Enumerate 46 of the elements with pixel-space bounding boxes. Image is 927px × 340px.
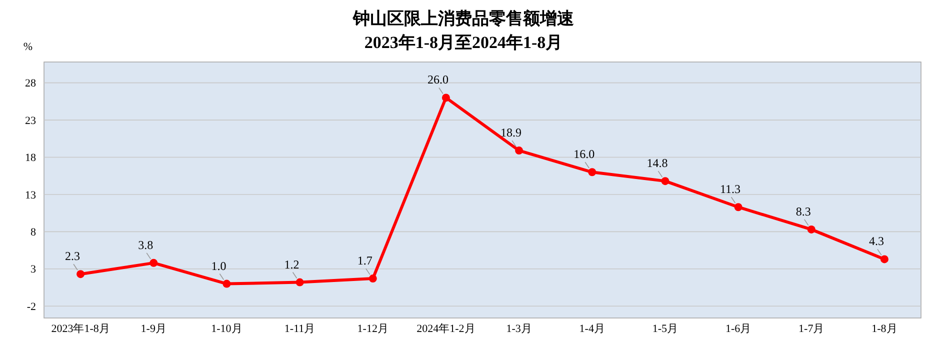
point [807, 225, 816, 234]
x-tick-label: 1-3月 [506, 322, 532, 335]
point [442, 94, 450, 102]
point [515, 146, 524, 155]
point [76, 270, 85, 278]
x-tick-label: 1-4月 [579, 322, 605, 335]
x-tick-label: 1-11月 [284, 322, 316, 335]
y-tick-label: 3 [30, 264, 36, 276]
data-label: 1.7 [357, 254, 372, 268]
data-label: 26.0 [427, 72, 448, 87]
data-label: 18.9 [500, 126, 522, 140]
y-tick-label: 13 [25, 189, 36, 202]
data-label: 1.0 [211, 258, 226, 273]
x-tick-label: 1-5月 [652, 322, 678, 335]
data-label: 16.0 [574, 147, 595, 162]
x-tick-label: 1-12月 [357, 322, 388, 335]
data-label: 3.8 [138, 238, 154, 252]
x-tick-label: 2024年1-2月 [416, 322, 476, 335]
x-tick-label: 1-9月 [140, 322, 166, 335]
x-tick-label: 1-6月 [725, 322, 752, 335]
point [150, 258, 158, 267]
y-axis-title: % [23, 41, 33, 53]
chart-title: 钟山区限上消费品零售额增速 [352, 9, 574, 28]
point [368, 274, 377, 283]
point [880, 255, 888, 264]
data-label: 11.3 [720, 182, 741, 196]
x-tick-label: 2023年1-8月 [51, 322, 110, 335]
data-label: 8.3 [796, 204, 811, 218]
data-label: 1.2 [284, 257, 300, 272]
point [588, 168, 596, 176]
x-tick-label: 1-8月 [872, 322, 898, 335]
chart-subtitle: 2023年1-8月至2024年1-8月 [364, 33, 563, 52]
y-tick-label: 28 [25, 78, 36, 90]
point [222, 280, 231, 288]
y-tick-label: 18 [25, 152, 36, 164]
point [661, 177, 670, 186]
point [296, 278, 304, 286]
x-tick-label: 1-7月 [798, 322, 824, 335]
y-tick-label: 8 [30, 226, 36, 239]
data-label: 14.8 [646, 156, 668, 170]
y-tick-label: 23 [25, 114, 36, 127]
data-label: 4.3 [868, 234, 884, 248]
y-tick-label: -2 [26, 300, 36, 313]
data-label: 2.3 [65, 249, 80, 264]
x-tick-label: 1-10月 [211, 322, 242, 335]
point [734, 203, 742, 212]
